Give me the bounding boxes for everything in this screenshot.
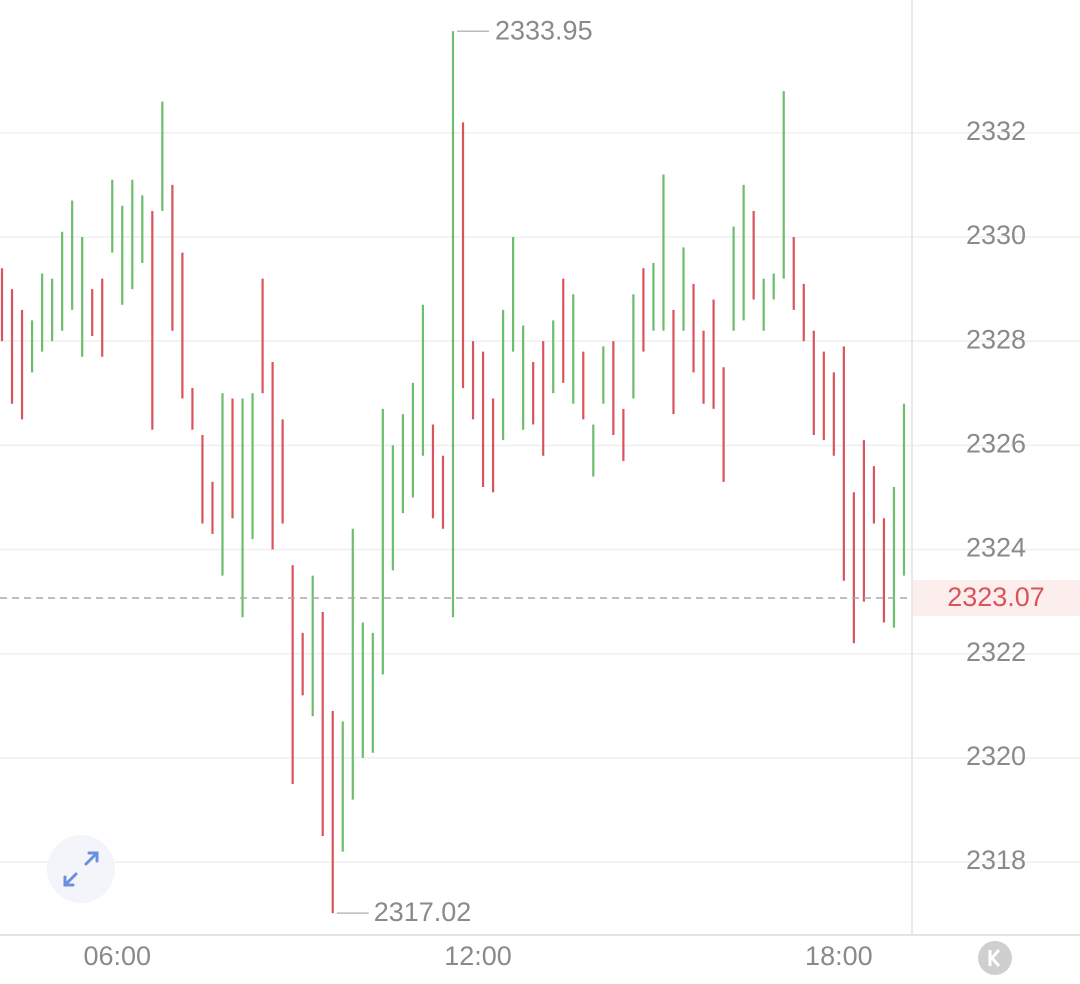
y-tick-label: 2330: [966, 220, 1026, 250]
y-tick-label: 2324: [966, 533, 1026, 563]
y-tick-label: 2318: [966, 845, 1026, 875]
x-tick-label: 12:00: [444, 941, 512, 971]
grid: [0, 132, 1080, 863]
x-tick-label: 06:00: [83, 941, 151, 971]
y-tick-label: 2322: [966, 637, 1026, 667]
bars: [0, 31, 906, 914]
expand-icon[interactable]: [63, 851, 99, 887]
kline-button-bg[interactable]: [978, 941, 1012, 975]
y-tick-label: 2328: [966, 324, 1026, 354]
labels: 2318 2320 2322 2324 2326 2328 2330 2332 06:00 12:…: [0, 15, 1080, 971]
x-tick-label: 18:00: [805, 941, 873, 971]
expand-button-bg[interactable]: [47, 835, 115, 903]
y-tick-label: 2332: [966, 116, 1026, 146]
last-price-label: 2323.07: [947, 582, 1045, 612]
last-price-bg: [913, 579, 1080, 616]
expand-button[interactable]: [47, 835, 115, 903]
kline-icon[interactable]: [988, 949, 1001, 967]
kline-button[interactable]: [978, 941, 1012, 975]
y-tick-label: 2320: [966, 741, 1026, 771]
max-label: 2333.95: [495, 15, 593, 45]
min-label: 2317.02: [374, 897, 472, 927]
y-tick-label: 2326: [966, 428, 1026, 458]
